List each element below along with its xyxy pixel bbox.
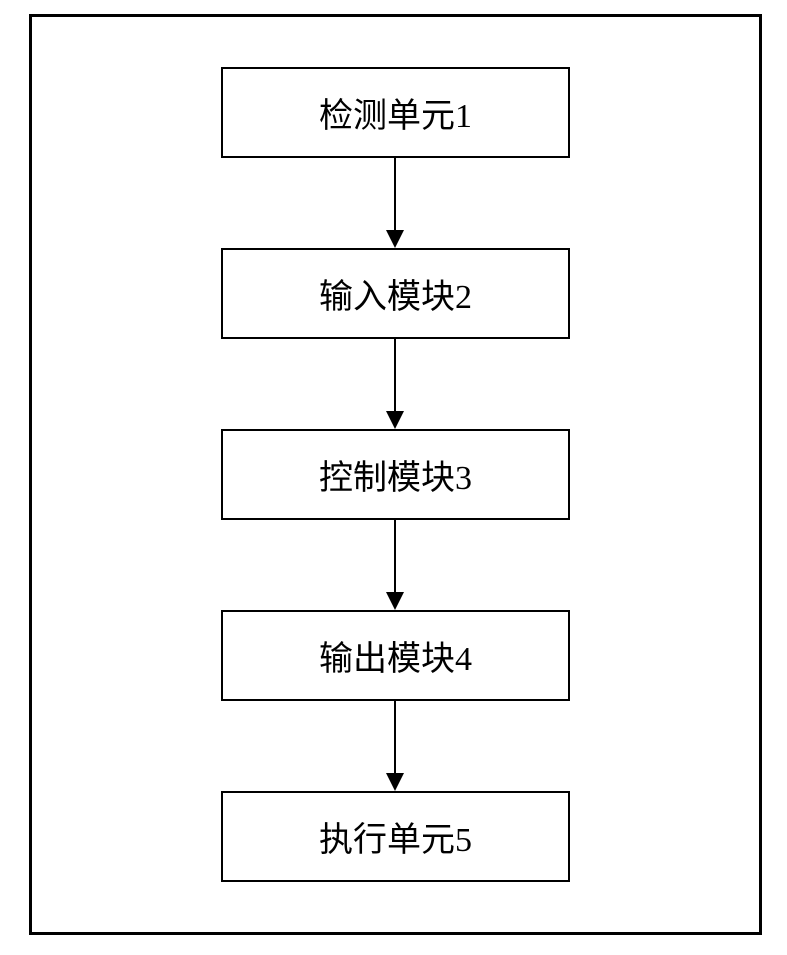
flowchart-node-label: 输出模块4	[319, 631, 472, 680]
flowchart-arrow	[384, 339, 406, 429]
flowchart-node-node5: 执行单元5	[221, 791, 570, 882]
flowchart-node-node2: 输入模块2	[221, 248, 570, 339]
flowchart-node-label: 检测单元1	[319, 88, 472, 137]
flowchart-node-node4: 输出模块4	[221, 610, 570, 701]
flowchart-node-node3: 控制模块3	[221, 429, 570, 520]
flowchart-node-label: 控制模块3	[319, 450, 472, 499]
flowchart-arrow	[384, 520, 406, 610]
flowchart-node-node1: 检测单元1	[221, 67, 570, 158]
flowchart-node-label: 输入模块2	[319, 269, 472, 318]
flowchart-arrow	[384, 158, 406, 248]
flowchart-arrow	[384, 701, 406, 791]
flowchart-node-label: 执行单元5	[319, 812, 472, 861]
